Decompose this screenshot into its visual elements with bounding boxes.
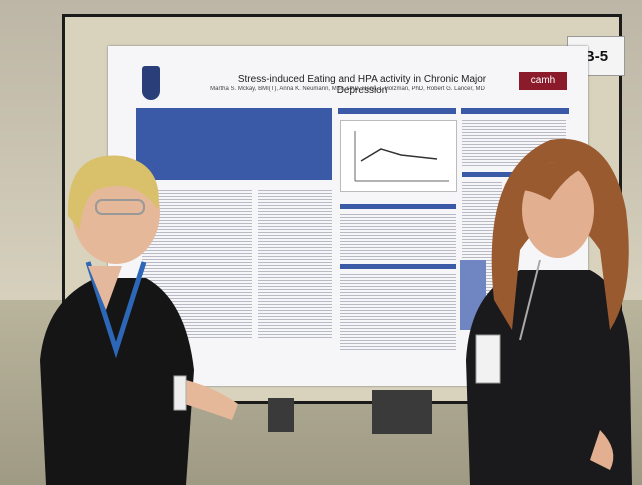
woman-right — [466, 138, 632, 485]
poster-header-bar — [338, 108, 456, 114]
poster-line-chart — [340, 120, 457, 192]
university-crest-logo — [142, 66, 160, 100]
poster-header-bar — [461, 108, 569, 114]
background-person-legs — [268, 398, 294, 432]
woman-left — [40, 155, 238, 485]
poster-title: Stress-induced Eating and HPA activity i… — [237, 74, 487, 96]
poster-text-column — [340, 212, 456, 262]
camh-logo: camh — [519, 72, 567, 90]
poster-header-bar — [340, 264, 456, 269]
poster-abstract-block — [136, 108, 332, 180]
poster-authors: Martha S. Mckay, BMI(T), Anna K. Neumann… — [210, 86, 485, 92]
poster-chart-graphic — [354, 131, 449, 182]
poster-text-column — [258, 188, 332, 338]
poster-text-column — [340, 272, 456, 352]
background-person-legs — [372, 390, 432, 434]
poster-header-bar — [340, 204, 456, 209]
